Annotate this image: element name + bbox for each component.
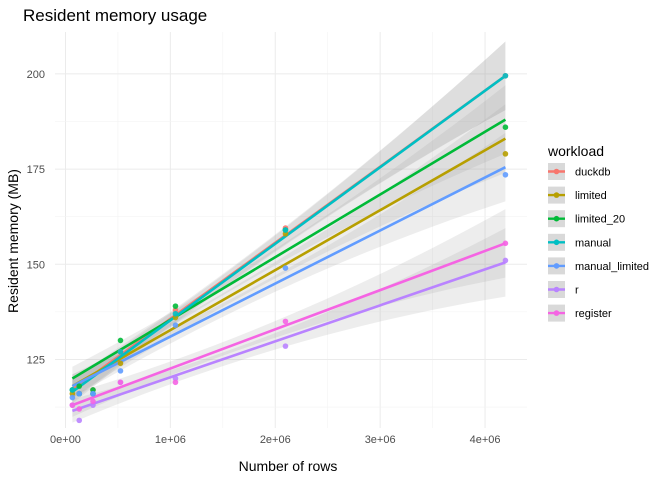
data-point-limited_20	[172, 303, 179, 309]
data-point-manual	[282, 227, 289, 233]
y-tick-label: 150	[27, 259, 45, 271]
x-tick-label: 2e+06	[260, 434, 291, 446]
data-point-limited_20	[117, 337, 124, 344]
data-point-r	[502, 257, 509, 264]
x-tick-label: 0e+00	[50, 434, 81, 446]
legend-label-manual_limited: manual_limited	[575, 261, 649, 273]
data-point-manual_limited	[172, 322, 179, 328]
y-axis-ticks: 125 150 175 200	[27, 69, 45, 367]
legend-label-r: r	[575, 285, 579, 297]
x-tick-label: 4e+06	[470, 434, 501, 446]
data-point-manual	[502, 72, 509, 79]
data-point-manual	[69, 387, 76, 393]
x-axis-ticks: 0e+00 1e+06 2e+06 3e+06 4e+06	[50, 434, 500, 446]
data-point-register	[117, 379, 124, 386]
data-point-register	[69, 402, 76, 408]
legend-key-point	[553, 215, 560, 222]
fit-line-manual_limited	[71, 166, 507, 388]
legend-label-manual: manual	[575, 237, 611, 249]
data-point-limited	[502, 151, 509, 157]
data-point-limited_20	[76, 383, 83, 389]
plot-grid	[55, 32, 527, 428]
legend-label-limited_20: limited_20	[575, 214, 625, 226]
data-point-r	[76, 417, 83, 424]
legend-label-duckdb: duckdb	[575, 167, 610, 179]
y-tick-label: 125	[27, 354, 45, 366]
x-tick-label: 3e+06	[365, 434, 396, 446]
chart-title: Resident memory usage	[23, 6, 207, 25]
data-point-manual_limited	[117, 368, 124, 374]
data-point-limited	[117, 360, 124, 367]
fit-line-manual	[71, 74, 507, 393]
x-axis-title: Number of rows	[239, 458, 338, 474]
y-tick-label: 175	[27, 164, 45, 176]
data-point-manual	[172, 310, 179, 317]
data-point-manual	[117, 349, 124, 355]
legend-key-point	[553, 310, 560, 316]
data-point-manual_limited	[282, 265, 289, 271]
fit-line-register	[71, 242, 506, 407]
data-point-register	[502, 240, 509, 247]
legend-label-limited: limited	[575, 190, 607, 202]
data-point-register	[282, 318, 289, 325]
legend-key-point	[553, 286, 560, 293]
data-point-manual_limited	[76, 390, 83, 397]
data-point-register	[90, 398, 96, 405]
data-point-register	[76, 406, 83, 412]
legend-label-register: register	[575, 308, 612, 320]
data-point-limited_20	[502, 124, 509, 130]
legend-key-point	[553, 168, 560, 175]
fit-line-limited_20	[71, 118, 507, 380]
legend-key-point	[553, 239, 560, 246]
data-points	[69, 72, 509, 424]
data-point-manual_limited	[502, 171, 509, 178]
fit-line-limited	[71, 137, 507, 388]
legend-key-point	[553, 263, 560, 269]
legend-title: workload	[547, 143, 604, 159]
y-axis-title: Resident memory (MB)	[5, 169, 21, 313]
data-point-r	[282, 343, 289, 349]
fit-lines	[71, 74, 507, 413]
data-point-register	[172, 379, 179, 386]
data-point-manual_limited	[69, 394, 76, 401]
legend-key-point	[553, 192, 560, 198]
fit-line-r	[71, 261, 506, 413]
x-tick-label: 1e+06	[155, 434, 186, 446]
y-tick-label: 200	[27, 69, 45, 81]
data-point-manual_limited	[90, 390, 96, 397]
